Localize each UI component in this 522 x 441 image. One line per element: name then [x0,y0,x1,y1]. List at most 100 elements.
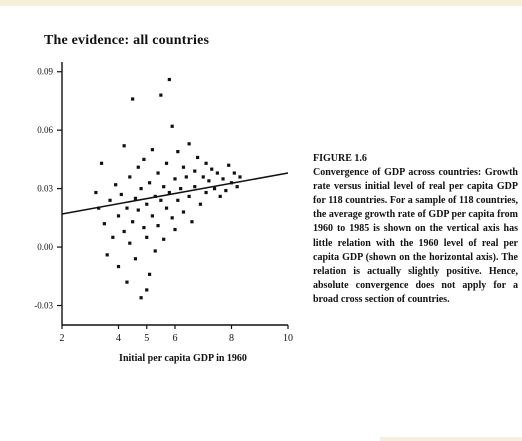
data-point [159,198,163,202]
data-point [131,97,135,101]
data-point [212,187,217,191]
y-tick-label: -0.03 [34,301,53,311]
data-point [156,224,160,228]
data-point [116,264,121,269]
data-point [179,187,183,191]
data-point [176,150,180,154]
x-tick-label: 2 [60,333,65,344]
data-point [94,190,98,195]
tick-labels: 0.09 0.06 0.03 0.00 -0.03 2 4 5 6 8 10 Initial per … [34,67,293,364]
data-point [145,288,149,292]
data-point [207,179,211,183]
data-point [159,93,163,97]
data-point [215,171,219,175]
data-point [139,187,143,191]
data-point [147,272,152,276]
y-tick-label: 0.03 [37,184,53,194]
data-point [142,225,146,230]
chart-axes [57,62,289,329]
data-points [94,77,242,300]
data-point [122,144,126,148]
figure-caption: FIGURE 1.6 Convergence of GDP across cou… [313,152,518,307]
data-point [198,202,203,206]
data-point [145,235,149,239]
data-point [97,206,101,210]
data-point [162,237,166,241]
data-point [224,188,228,193]
data-point [201,175,205,179]
data-point [235,185,239,189]
data-point [176,198,180,202]
data-point [229,181,234,185]
data-point [173,177,177,181]
page-top-edge [0,0,522,6]
data-point [142,157,146,162]
y-tick-label: 0.00 [37,242,53,252]
data-point [119,192,123,197]
data-point [181,165,186,169]
data-point [128,175,132,179]
data-point [164,161,169,165]
data-point [193,185,197,189]
data-point [162,185,166,189]
data-point [170,124,174,128]
data-point [167,190,171,195]
data-point [156,171,160,175]
x-tick-label: 6 [173,333,178,344]
data-point [153,249,157,253]
x-tick-label: 8 [229,333,234,344]
data-point [133,257,138,261]
data-point [232,171,236,175]
data-point [99,161,104,165]
data-point [136,165,140,169]
data-point [210,167,214,171]
y-tick-label: 0.09 [37,67,53,77]
y-tick-label: 0.06 [37,125,53,135]
data-point [139,296,143,300]
data-point [167,77,171,82]
data-point [193,169,197,173]
data-point [204,190,208,195]
data-point [133,196,138,200]
data-point [187,194,191,199]
data-point [125,206,129,210]
data-point [128,241,132,245]
x-tick-label: 5 [144,333,149,344]
data-point [164,206,169,210]
data-point [218,194,222,199]
x-tick-label: 10 [283,333,293,344]
data-point [108,198,112,202]
data-point [221,177,225,181]
data-point [122,229,126,234]
x-tick-label: 4 [116,333,121,344]
data-point [187,142,191,146]
page-bottom-edge [380,437,522,441]
caption-text: Convergence of GDP across countries: Gro… [313,167,518,305]
data-point [184,175,188,179]
data-point [204,161,208,165]
data-point [136,208,140,212]
data-point [131,220,135,224]
data-point [147,181,152,185]
data-point [114,183,118,187]
data-point [153,194,157,199]
data-point [111,235,115,239]
caption-label: FIGURE 1.6 [313,153,367,164]
data-point [173,227,177,232]
data-point [150,148,154,152]
data-point [238,175,242,179]
data-point [150,214,154,218]
data-point [116,214,121,218]
data-point [227,163,231,167]
data-point [102,222,106,226]
chart-title: The evidence: all countries [44,33,210,48]
data-point [145,202,149,206]
data-point [190,220,194,224]
data-point [196,155,200,160]
data-point [181,210,186,214]
x-axis-label: Initial per capita GDP in 1960 [119,353,247,364]
data-point [170,216,174,220]
data-point [125,280,129,284]
